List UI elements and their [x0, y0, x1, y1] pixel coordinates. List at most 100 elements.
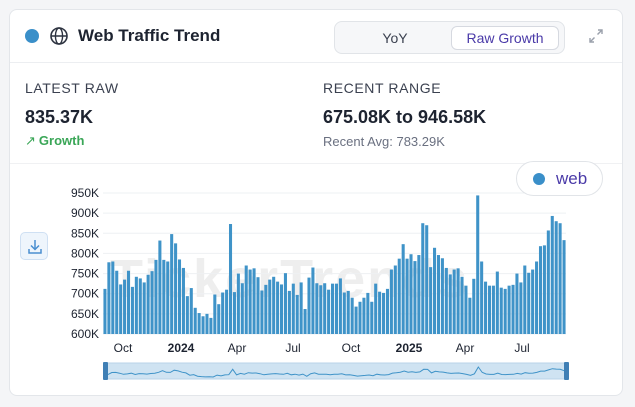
- bar: [378, 291, 382, 334]
- bar: [299, 282, 303, 334]
- bar: [103, 288, 107, 334]
- bar: [154, 259, 158, 334]
- bar: [107, 262, 111, 334]
- bar: [444, 267, 448, 334]
- bar: [201, 316, 205, 334]
- bar: [531, 269, 535, 334]
- bar: [287, 290, 291, 334]
- globe-icon: [50, 27, 68, 45]
- bar: [134, 276, 138, 334]
- bar: [303, 309, 307, 334]
- bar: [280, 284, 284, 334]
- bar: [440, 258, 444, 334]
- x-tick-label: 2024: [168, 341, 195, 355]
- recent-range-value: 675.08K to 946.58K: [323, 107, 487, 127]
- latest-raw-value: 835.37K: [25, 107, 94, 127]
- bar: [209, 317, 213, 334]
- bar: [315, 283, 319, 334]
- card-header: Web Traffic Trend YoY Raw Growth: [10, 10, 622, 63]
- recent-average: Recent Avg: 783.29K: [323, 134, 445, 149]
- bar: [464, 285, 468, 334]
- range-navigator: [105, 362, 567, 380]
- bar: [170, 234, 174, 334]
- bar: [413, 261, 417, 334]
- bar: [197, 313, 201, 334]
- recent-range-label: RECENT RANGE: [323, 80, 442, 96]
- y-tick-label: 650K: [71, 307, 99, 321]
- bar: [362, 297, 366, 334]
- download-button[interactable]: [20, 232, 48, 260]
- bar: [185, 296, 189, 334]
- bar: [511, 284, 515, 334]
- latest-raw-label: LATEST RAW: [25, 80, 119, 96]
- bar: [429, 267, 433, 334]
- expand-icon[interactable]: [587, 27, 605, 45]
- raw-growth-toggle-button[interactable]: Raw Growth: [451, 26, 559, 50]
- bar: [519, 282, 523, 334]
- download-icon: [28, 240, 42, 254]
- traffic-bar-chart: 600K 650K 700K 750K 800K 850K 900K 950K Oct 2024 A…: [71, 186, 569, 380]
- bar: [193, 307, 197, 334]
- bar: [130, 286, 134, 334]
- navigator-right-handle[interactable]: [564, 362, 569, 380]
- bar: [401, 244, 405, 334]
- bar: [240, 283, 244, 334]
- bar: [425, 225, 429, 334]
- bar: [225, 289, 229, 334]
- y-tick-label: 600K: [71, 327, 99, 341]
- view-mode-toggle: YoY Raw Growth: [334, 21, 565, 54]
- x-tick-label: Oct: [114, 341, 133, 355]
- bar: [291, 283, 295, 334]
- navigator-left-handle[interactable]: [103, 362, 108, 380]
- web-traffic-card: Web Traffic Trend YoY Raw Growth LATEST …: [9, 9, 623, 396]
- bar: [382, 292, 386, 334]
- bar: [319, 285, 323, 334]
- arrow-up-right-icon: ↗: [25, 133, 36, 148]
- bar: [472, 278, 476, 334]
- bar: [468, 297, 472, 334]
- bar: [389, 269, 393, 334]
- x-tick-label: Apr: [228, 341, 247, 355]
- yoy-toggle-button[interactable]: YoY: [382, 30, 408, 46]
- bar: [460, 276, 464, 334]
- bar: [236, 273, 240, 334]
- bar: [158, 240, 162, 334]
- bar: [111, 261, 115, 334]
- y-tick-label: 950K: [71, 186, 99, 200]
- bar: [311, 267, 315, 334]
- bar: [228, 224, 233, 334]
- bar: [150, 271, 154, 334]
- x-tick-label: Jul: [514, 341, 529, 355]
- bar: [542, 245, 546, 334]
- bar: [177, 259, 182, 334]
- bar: [189, 288, 193, 334]
- bar: [562, 240, 566, 334]
- bar: [174, 243, 178, 334]
- bar: [366, 292, 370, 334]
- bar: [448, 274, 452, 334]
- bar: [181, 267, 185, 334]
- series-color-dot: [25, 29, 39, 43]
- bar: [221, 292, 225, 334]
- x-tick-label: Oct: [342, 341, 361, 355]
- bar: [456, 268, 460, 334]
- bar: [491, 285, 495, 334]
- x-tick-label: 2025: [396, 341, 423, 355]
- bar: [166, 261, 170, 334]
- bar: [499, 287, 503, 334]
- bar: [405, 258, 409, 334]
- bar: [538, 246, 543, 334]
- bar: [495, 271, 499, 334]
- bar: [550, 215, 554, 334]
- bar: [346, 290, 350, 334]
- legend-color-dot: [533, 173, 545, 185]
- bar: [558, 223, 562, 334]
- card-title: Web Traffic Trend: [78, 26, 221, 45]
- bar: [507, 285, 511, 334]
- bar: [417, 255, 421, 334]
- legend-label: web: [556, 169, 588, 188]
- bar: [397, 258, 401, 334]
- bar: [358, 301, 362, 334]
- bar: [487, 285, 492, 334]
- legend-web[interactable]: web: [516, 161, 603, 196]
